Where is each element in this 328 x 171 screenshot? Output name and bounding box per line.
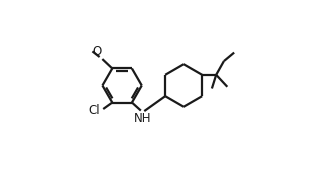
Text: O: O	[92, 45, 102, 58]
Text: Cl: Cl	[89, 104, 100, 117]
Text: NH: NH	[134, 112, 151, 125]
